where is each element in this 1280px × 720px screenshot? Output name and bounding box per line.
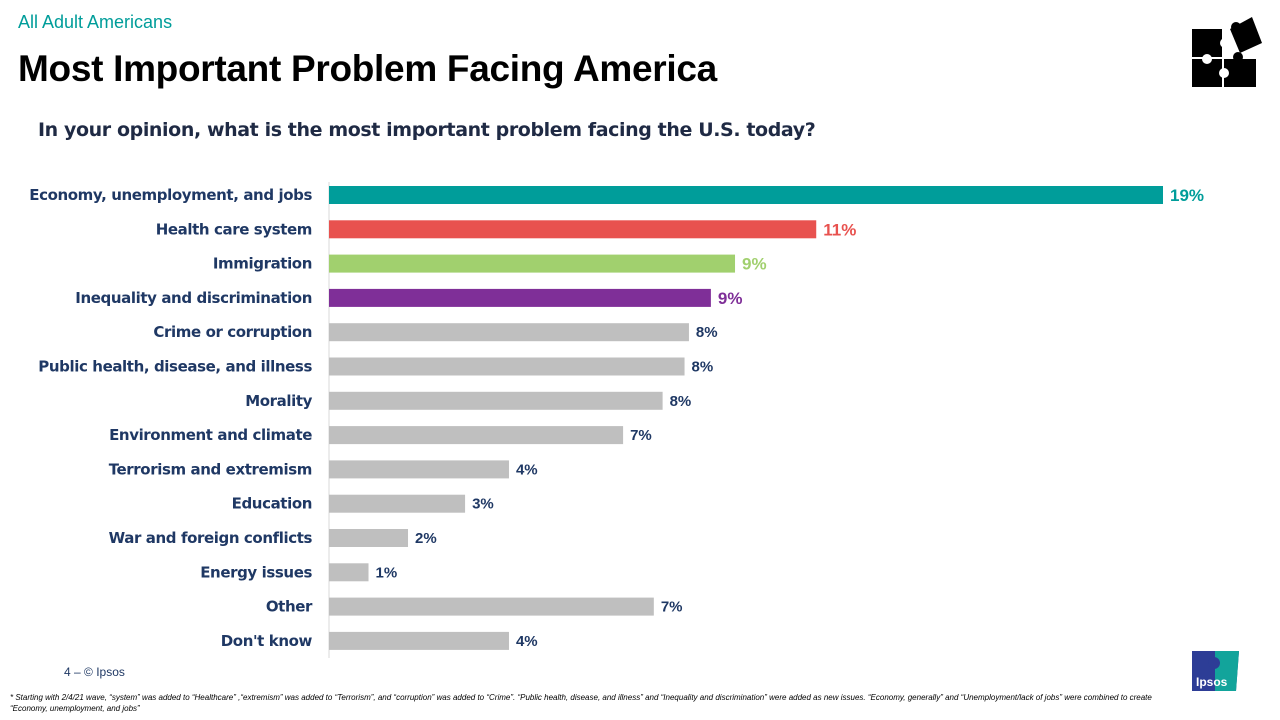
bar [329, 288, 711, 307]
bar [329, 563, 369, 582]
data-label: 8% [670, 393, 692, 410]
data-label: 4% [516, 461, 538, 478]
data-label: 3% [472, 496, 494, 513]
survey-question: In your opinion, what is the most import… [38, 119, 816, 141]
category-label: Education [232, 495, 312, 513]
bar [329, 357, 685, 376]
category-label: Crime or corruption [153, 323, 312, 341]
category-label: War and foreign conflicts [109, 529, 313, 547]
category-label: Other [266, 598, 313, 616]
audience-label: All Adult Americans [18, 12, 173, 32]
ipsos-logo: Ipsos [1192, 651, 1239, 691]
bar [329, 186, 1163, 204]
bar [329, 494, 466, 513]
category-label: Morality [245, 392, 312, 410]
data-label: 4% [516, 633, 538, 650]
footnote: * Starting with 2/4/21 wave, “system” wa… [10, 693, 1152, 713]
bar [329, 597, 654, 616]
data-label: 7% [630, 427, 652, 444]
data-label: 9% [742, 255, 767, 274]
data-label: 8% [692, 359, 714, 376]
category-label: Terrorism and extremism [109, 460, 312, 478]
data-label: 9% [718, 289, 743, 308]
data-label: 8% [696, 324, 718, 341]
category-label: Economy, unemployment, and jobs [29, 186, 312, 204]
category-label: Environment and climate [109, 426, 312, 444]
bar [329, 426, 624, 445]
category-label: Public health, disease, and illness [38, 358, 312, 376]
bar [329, 220, 817, 239]
bar [329, 254, 736, 273]
data-label: 7% [661, 599, 683, 616]
data-label: 19% [1170, 186, 1204, 205]
bar [329, 631, 509, 650]
page-title: Most Important Problem Facing America [18, 48, 717, 89]
category-label: Energy issues [200, 563, 312, 581]
bar [329, 529, 409, 547]
bar [329, 460, 509, 479]
category-label: Don't know [221, 632, 313, 650]
page-number: 4 – © Ipsos [64, 665, 125, 679]
svg-text:Ipsos: Ipsos [1196, 675, 1228, 689]
category-label: Immigration [213, 255, 312, 273]
puzzle-icon [1192, 17, 1262, 87]
bar [329, 323, 689, 342]
category-label: Inequality and discrimination [75, 289, 312, 307]
data-label: 1% [376, 564, 398, 581]
data-label: 2% [415, 530, 437, 547]
bar [329, 391, 663, 410]
category-label: Health care system [156, 220, 312, 238]
data-label: 11% [823, 220, 856, 239]
